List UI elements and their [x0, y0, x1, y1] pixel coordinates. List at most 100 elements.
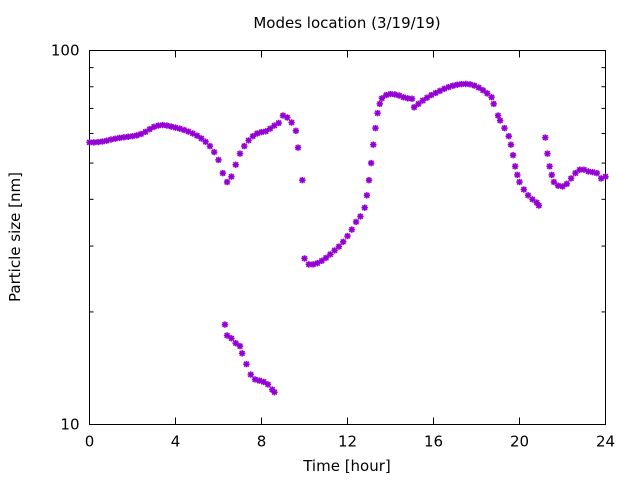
chart-title: Modes location (3/19/19): [253, 14, 440, 32]
data-point: [357, 213, 364, 220]
data-point: [363, 192, 371, 199]
data-point: [494, 112, 502, 119]
data-point: [236, 342, 244, 350]
x-axis-label: Time [hour]: [302, 457, 391, 475]
data-point: [228, 335, 235, 342]
data-point: [262, 128, 269, 135]
data-point: [206, 142, 214, 150]
x-tick-label: 24: [596, 433, 615, 451]
data-point: [490, 100, 497, 108]
data-point: [260, 378, 267, 386]
data-point: [322, 254, 330, 262]
data-point: [505, 133, 512, 140]
data-point: [236, 150, 244, 157]
data-point: [535, 202, 543, 209]
data-point: [419, 97, 426, 104]
data-point: [219, 169, 226, 177]
data-point: [453, 81, 461, 88]
data-point: [585, 168, 592, 175]
data-point: [516, 178, 523, 186]
data-point: [294, 144, 302, 151]
data-point: [512, 163, 519, 170]
data-point: [249, 133, 257, 140]
data-point: [520, 186, 527, 193]
data-point: [423, 94, 431, 101]
data-point: [247, 371, 254, 378]
data-point: [509, 151, 517, 159]
data-point: [275, 119, 282, 127]
data-point: [331, 247, 338, 254]
data-point: [284, 114, 291, 121]
data-point: [567, 175, 575, 182]
data-point: [241, 142, 248, 150]
data-point: [479, 87, 487, 94]
data-point: [484, 90, 491, 97]
data-point: [370, 141, 377, 148]
data-point: [602, 173, 609, 180]
data-point: [374, 109, 381, 117]
data-point: [542, 134, 549, 141]
data-point: [361, 204, 368, 211]
data-point: [340, 238, 347, 245]
data-point: [544, 150, 551, 157]
data-point: [221, 321, 229, 328]
data-point: [372, 124, 379, 132]
data-point: [348, 226, 355, 233]
x-tick-label: 12: [338, 433, 357, 451]
data-point: [449, 82, 457, 89]
y-tick-label: 10: [60, 416, 79, 434]
data-point: [548, 171, 555, 179]
x-tick-label: 20: [510, 433, 529, 451]
data-point: [318, 257, 325, 264]
data-point: [301, 255, 308, 262]
data-points: [86, 80, 609, 396]
data-point: [223, 178, 231, 186]
data-point: [367, 159, 375, 167]
data-point: [563, 180, 570, 188]
data-point: [266, 125, 274, 132]
y-tick-label: 100: [51, 42, 80, 60]
data-point: [299, 176, 306, 184]
y-axis-label: Particle size [nm]: [6, 172, 24, 302]
data-point: [232, 161, 239, 168]
y-minor-ticks: [89, 67, 606, 313]
data-point: [559, 183, 566, 190]
data-point: [202, 138, 209, 146]
data-point: [352, 218, 360, 226]
data-point: [292, 127, 300, 134]
x-tick-label: 4: [171, 433, 181, 451]
data-point: [408, 95, 416, 102]
data-point: [376, 100, 383, 108]
data-point: [193, 132, 201, 139]
data-point: [496, 117, 504, 124]
data-point: [555, 182, 562, 189]
data-point: [264, 381, 272, 388]
data-point: [514, 171, 521, 179]
data-point: [507, 141, 515, 148]
data-point: [271, 389, 278, 396]
data-point: [211, 148, 218, 156]
data-point: [546, 163, 553, 170]
data-point: [365, 176, 373, 184]
data-point: [593, 169, 601, 177]
data-point: [256, 377, 263, 384]
data-point: [475, 84, 482, 91]
data-point: [238, 350, 246, 357]
x-tick-label: 8: [257, 433, 267, 451]
data-point: [488, 94, 495, 101]
data-point: [215, 156, 222, 164]
data-point: [335, 243, 343, 250]
data-point: [344, 232, 351, 240]
data-point: [245, 137, 252, 144]
data-point: [288, 119, 295, 126]
data-point: [501, 124, 508, 132]
data-point: [223, 332, 231, 339]
data-point: [232, 339, 239, 347]
data-point: [142, 128, 149, 136]
x-tick-label: 16: [424, 433, 443, 451]
y-ticks: 10 100: [51, 42, 606, 434]
data-point: [243, 360, 250, 368]
data-point: [524, 192, 532, 199]
x-ticks: 0 4 8 12 16 20 24: [85, 50, 615, 451]
